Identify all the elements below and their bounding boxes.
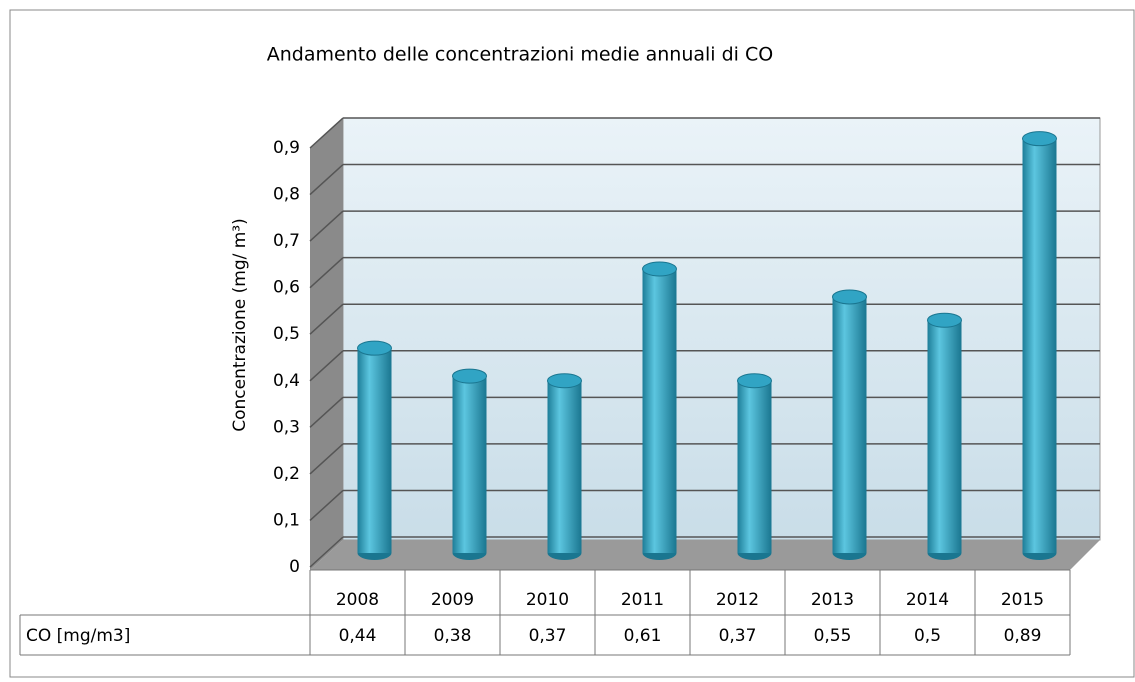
bar-top [452, 368, 487, 384]
floor [310, 540, 1100, 570]
data-label: 0,89 [1004, 626, 1042, 646]
bar-body [357, 348, 392, 553]
y-tick-label: 0,4 [273, 371, 300, 391]
x-tick-label: 2015 [1001, 590, 1044, 610]
bar-body [832, 296, 867, 553]
y-tick-label: 0,3 [273, 417, 300, 437]
bar-body [642, 269, 677, 553]
data-label: 0,55 [814, 626, 852, 646]
legend-label: CO [mg/m3] [26, 626, 130, 646]
y-tick-label: 0,8 [273, 185, 300, 205]
bar-top [547, 373, 582, 389]
bar-body [737, 380, 772, 553]
grid-line-side [309, 489, 344, 521]
bar-top [927, 312, 962, 328]
x-tick-label: 2009 [431, 590, 474, 610]
data-label: 0,61 [624, 626, 662, 646]
data-label: 0,37 [719, 626, 757, 646]
grid-line-side [309, 257, 344, 289]
x-tick-label: 2012 [716, 590, 759, 610]
y-tick-label: 0,7 [273, 231, 300, 251]
x-tick-label: 2010 [526, 590, 569, 610]
y-axis-label: Concentrazione (mg/ m³) [230, 218, 250, 432]
bar-body [927, 320, 962, 553]
y-tick-label: 0 [289, 557, 300, 577]
bar-top [832, 289, 867, 305]
grid-line-side [309, 350, 344, 382]
grid-line-side [309, 117, 344, 149]
bar-top [642, 261, 677, 277]
data-label: 0,44 [339, 626, 377, 646]
side-wall [310, 118, 343, 570]
x-tick-label: 2011 [621, 590, 664, 610]
data-label: 0,37 [529, 626, 567, 646]
bar [832, 289, 867, 560]
bar-body [452, 376, 487, 553]
bar-top [357, 340, 392, 356]
grid-line-side [309, 303, 344, 335]
bar [1022, 131, 1057, 560]
y-tick-label: 0,1 [273, 510, 300, 530]
data-label: 0,38 [434, 626, 472, 646]
bar [737, 373, 772, 560]
y-tick-label: 0,6 [273, 278, 300, 298]
bar [642, 261, 677, 560]
x-tick-label: 2008 [336, 590, 379, 610]
bar [547, 373, 582, 560]
x-tick-label: 2014 [906, 590, 949, 610]
grid-line-side [309, 210, 344, 242]
data-label: 0,5 [914, 626, 941, 646]
bar [927, 312, 962, 560]
bar-body [547, 380, 582, 553]
bar-body [1022, 138, 1057, 553]
y-tick-label: 0,9 [273, 138, 300, 158]
grid-line-side [309, 443, 344, 475]
grid-line-side [309, 164, 344, 196]
bar [357, 340, 392, 560]
y-tick-label: 0,2 [273, 464, 300, 484]
grid-line-side [309, 536, 344, 568]
bar [452, 368, 487, 560]
y-tick-label: 0,5 [273, 324, 300, 344]
chart-title: Andamento delle concentrazioni medie ann… [267, 44, 773, 66]
bar-top [1022, 131, 1057, 147]
grid-line-side [309, 396, 344, 428]
bar-top [737, 373, 772, 389]
x-tick-label: 2013 [811, 590, 854, 610]
